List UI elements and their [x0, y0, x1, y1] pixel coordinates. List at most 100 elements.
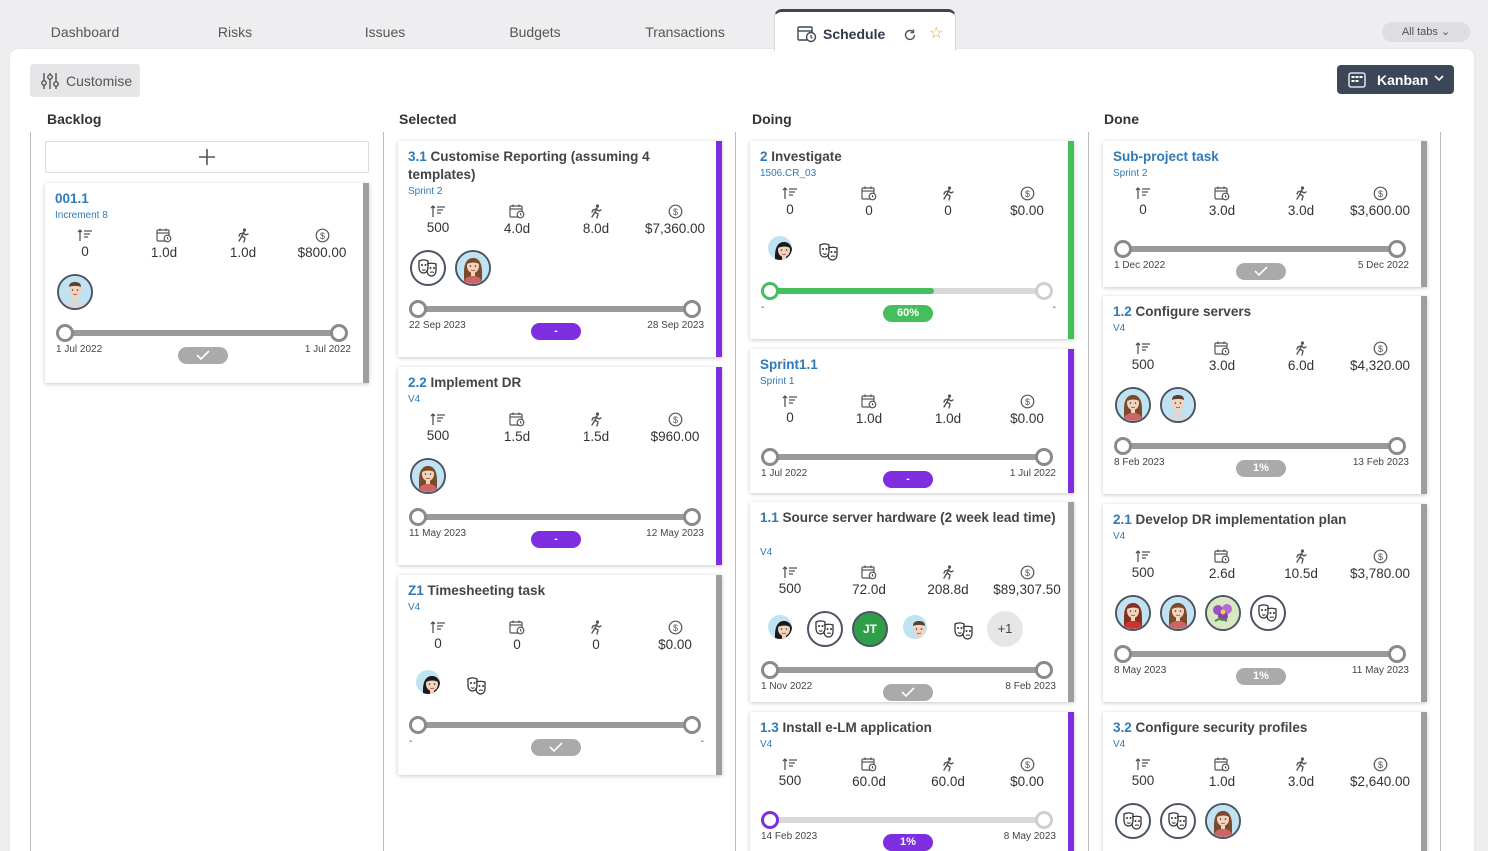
progress-slider[interactable] — [56, 324, 348, 342]
avatar — [410, 666, 446, 702]
card-title[interactable]: Z1 Timesheeting task — [408, 582, 704, 600]
cost-icon: $ — [282, 228, 362, 243]
card-stats: 0 3.0d 3.0d $ $3,600.00 — [1103, 186, 1421, 226]
card-sprint-link[interactable]: Sprint 1 — [760, 376, 795, 387]
tab-schedule[interactable]: Schedule ☆ — [774, 9, 956, 51]
task-card[interactable]: 3.1 Customise Reporting (assuming 4 temp… — [398, 141, 722, 357]
add-card-button[interactable] — [45, 141, 369, 173]
start-handle[interactable] — [761, 448, 779, 466]
end-handle[interactable] — [1388, 240, 1406, 258]
duration-stat: 72.0d — [829, 565, 909, 597]
column-divider — [735, 132, 736, 851]
progress-slider[interactable] — [409, 300, 701, 318]
start-handle[interactable] — [1114, 437, 1132, 455]
task-card[interactable]: 001.1 Increment 8 0 1.0d 1.0d $ $800.00 1 Jul 2… — [45, 183, 369, 383]
end-handle[interactable] — [1035, 661, 1053, 679]
start-handle[interactable] — [409, 716, 427, 734]
start-handle[interactable] — [761, 661, 779, 679]
card-title[interactable]: 1.2 Configure servers — [1113, 303, 1409, 321]
card-sprint-link[interactable]: V4 — [1113, 739, 1126, 750]
task-card[interactable]: 1.1 Source server hardware (2 week lead … — [750, 502, 1074, 702]
start-handle[interactable] — [761, 282, 779, 300]
duration-value: 1.5d — [503, 429, 531, 444]
progress-slider[interactable] — [1114, 645, 1406, 663]
card-title[interactable]: 001.1 — [55, 190, 351, 208]
task-card[interactable]: 2.1 Develop DR implementation plan V4 500 2… — [1103, 504, 1427, 702]
tab-risks[interactable]: Risks — [217, 24, 253, 40]
tab-budgets[interactable]: Budgets — [509, 24, 561, 40]
card-title[interactable]: 3.2 Configure security profiles — [1113, 719, 1409, 737]
start-handle[interactable] — [1114, 645, 1132, 663]
view-select-button[interactable]: Kanban — [1337, 65, 1454, 94]
end-handle[interactable] — [683, 716, 701, 734]
customise-button[interactable]: Customise — [30, 64, 140, 97]
progress-slider[interactable] — [761, 448, 1053, 466]
start-handle[interactable] — [409, 508, 427, 526]
start-handle[interactable] — [761, 811, 779, 829]
tab-issues[interactable]: Issues — [364, 24, 406, 40]
duration-icon — [124, 228, 204, 243]
task-card[interactable]: 1.2 Configure servers V4 500 3.0d 6.0d $ $4,32… — [1103, 296, 1427, 494]
task-card[interactable]: 2 Investigate 1506.CR_03 0 0 0 $ $0.00 - - 60% — [750, 141, 1074, 339]
card-sprint-link[interactable]: Sprint 2 — [1113, 168, 1148, 179]
card-sprint-link[interactable]: V4 — [1113, 531, 1126, 542]
card-sprint-link[interactable]: 1506.CR_03 — [760, 168, 817, 179]
start-handle[interactable] — [56, 324, 74, 342]
card-title[interactable]: 1.3 Install e-LM application — [760, 719, 1056, 737]
progress-slider[interactable] — [761, 811, 1053, 829]
start-handle[interactable] — [1114, 240, 1132, 258]
task-card[interactable]: 2.2 Implement DR V4 500 1.5d 1.5d $ $960.00 11 … — [398, 367, 722, 565]
end-handle[interactable] — [1035, 282, 1053, 300]
priority-stat: 500 — [750, 565, 830, 596]
duration-icon — [1182, 341, 1262, 356]
column-title-backlog: Backlog — [47, 111, 102, 127]
card-title[interactable]: 2 Investigate — [760, 148, 1056, 166]
priority-stat: 0 — [750, 186, 830, 217]
end-handle[interactable] — [1035, 811, 1053, 829]
card-sprint-link[interactable]: Sprint 2 — [408, 186, 443, 197]
cost-stat: $ $4,320.00 — [1340, 341, 1420, 373]
duration-value: 72.0d — [852, 582, 886, 597]
end-handle[interactable] — [1388, 645, 1406, 663]
progress-slider[interactable] — [409, 508, 701, 526]
task-card[interactable]: Z1 Timesheeting task V4 0 0 0 $ $0.00 - - — [398, 575, 722, 775]
card-title[interactable]: 1.1 Source server hardware (2 week lead … — [760, 509, 1056, 527]
card-title[interactable]: 3.1 Customise Reporting (assuming 4 temp… — [408, 148, 704, 184]
card-title[interactable]: 2.2 Implement DR — [408, 374, 704, 392]
customise-label: Customise — [66, 73, 133, 89]
progress-slider[interactable] — [761, 282, 1053, 300]
card-title[interactable]: Sprint1.1 — [760, 356, 1056, 374]
end-handle[interactable] — [1035, 448, 1053, 466]
card-sprint-link[interactable]: V4 — [1113, 323, 1126, 334]
card-sprint-link[interactable]: V4 — [760, 739, 773, 750]
tab-transactions[interactable]: Transactions — [645, 24, 725, 40]
effort-icon — [203, 228, 283, 243]
progress-slider[interactable] — [409, 716, 701, 734]
task-card[interactable]: 3.2 Configure security profiles V4 500 1.0d… — [1103, 712, 1427, 851]
card-sprint-link[interactable]: Increment 8 — [55, 210, 108, 221]
priority-stat: 500 — [1103, 549, 1183, 580]
start-handle[interactable] — [409, 300, 427, 318]
end-handle[interactable] — [683, 300, 701, 318]
card-sprint-link[interactable]: V4 — [760, 547, 773, 558]
card-sprint-link[interactable]: V4 — [408, 394, 421, 405]
task-card[interactable]: Sub-project task Sprint 2 0 3.0d 3.0d $ $3,600… — [1103, 141, 1427, 287]
tab-dashboard[interactable]: Dashboard — [50, 24, 120, 40]
end-handle[interactable] — [330, 324, 348, 342]
card-sprint-link[interactable]: V4 — [408, 602, 421, 613]
all-tabs-dropdown[interactable]: All tabs ⌄ — [1382, 22, 1470, 42]
refresh-icon[interactable] — [903, 28, 917, 47]
end-handle[interactable] — [1388, 437, 1406, 455]
progress-slider[interactable] — [761, 661, 1053, 679]
card-title[interactable]: 2.1 Develop DR implementation plan — [1113, 511, 1409, 529]
task-card[interactable]: Sprint1.1 Sprint 1 0 1.0d 1.0d $ $0.00 1 Jul 20… — [750, 349, 1074, 493]
card-title[interactable]: Sub-project task — [1113, 148, 1409, 166]
svg-text:$: $ — [1377, 344, 1382, 354]
card-title-text: Implement DR — [430, 375, 522, 390]
end-handle[interactable] — [683, 508, 701, 526]
star-icon[interactable]: ☆ — [929, 25, 944, 42]
task-card[interactable]: 1.3 Install e-LM application V4 500 60.0d 60… — [750, 712, 1074, 851]
end-date: 13 Feb 2023 — [1352, 457, 1409, 468]
progress-slider[interactable] — [1114, 437, 1406, 455]
progress-slider[interactable] — [1114, 240, 1406, 258]
